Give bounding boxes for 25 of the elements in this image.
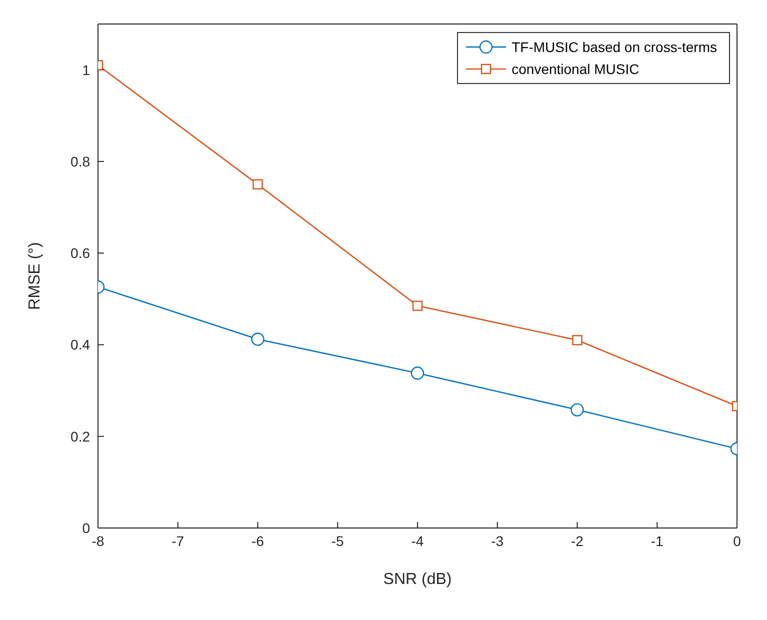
y-tick-label: 0.6 (70, 245, 90, 262)
point (412, 300, 423, 311)
point (572, 335, 582, 346)
x-axis-title: SNR (dB) (383, 571, 452, 588)
x-tick-label: -5 (331, 532, 344, 549)
point (570, 403, 584, 416)
x-tick-label: -8 (92, 532, 104, 549)
legend-label: conventional MUSIC (512, 60, 640, 79)
x-tick-label: -4 (411, 532, 424, 549)
x-tick-label: -2 (571, 532, 584, 549)
x-tick-label: 0 (733, 532, 742, 549)
y-tick-label: 0.2 (70, 428, 90, 444)
x-tick-label: -6 (252, 532, 264, 549)
x-tick-label: -3 (491, 532, 504, 549)
y-tick-label: 0.8 (70, 153, 90, 170)
y-tick-label: 0 (82, 520, 90, 536)
y-tick-label: 0.4 (70, 336, 90, 353)
legend-label: TF-MUSIC based on cross-terms (512, 38, 717, 57)
x-tick-label: -7 (172, 532, 184, 549)
y-axis-title: RMSE (°) (26, 242, 44, 310)
point (251, 332, 264, 346)
point (410, 366, 424, 380)
y-tick-label: 1 (82, 62, 90, 78)
point (252, 179, 263, 190)
x-tick-label: -1 (650, 532, 664, 549)
